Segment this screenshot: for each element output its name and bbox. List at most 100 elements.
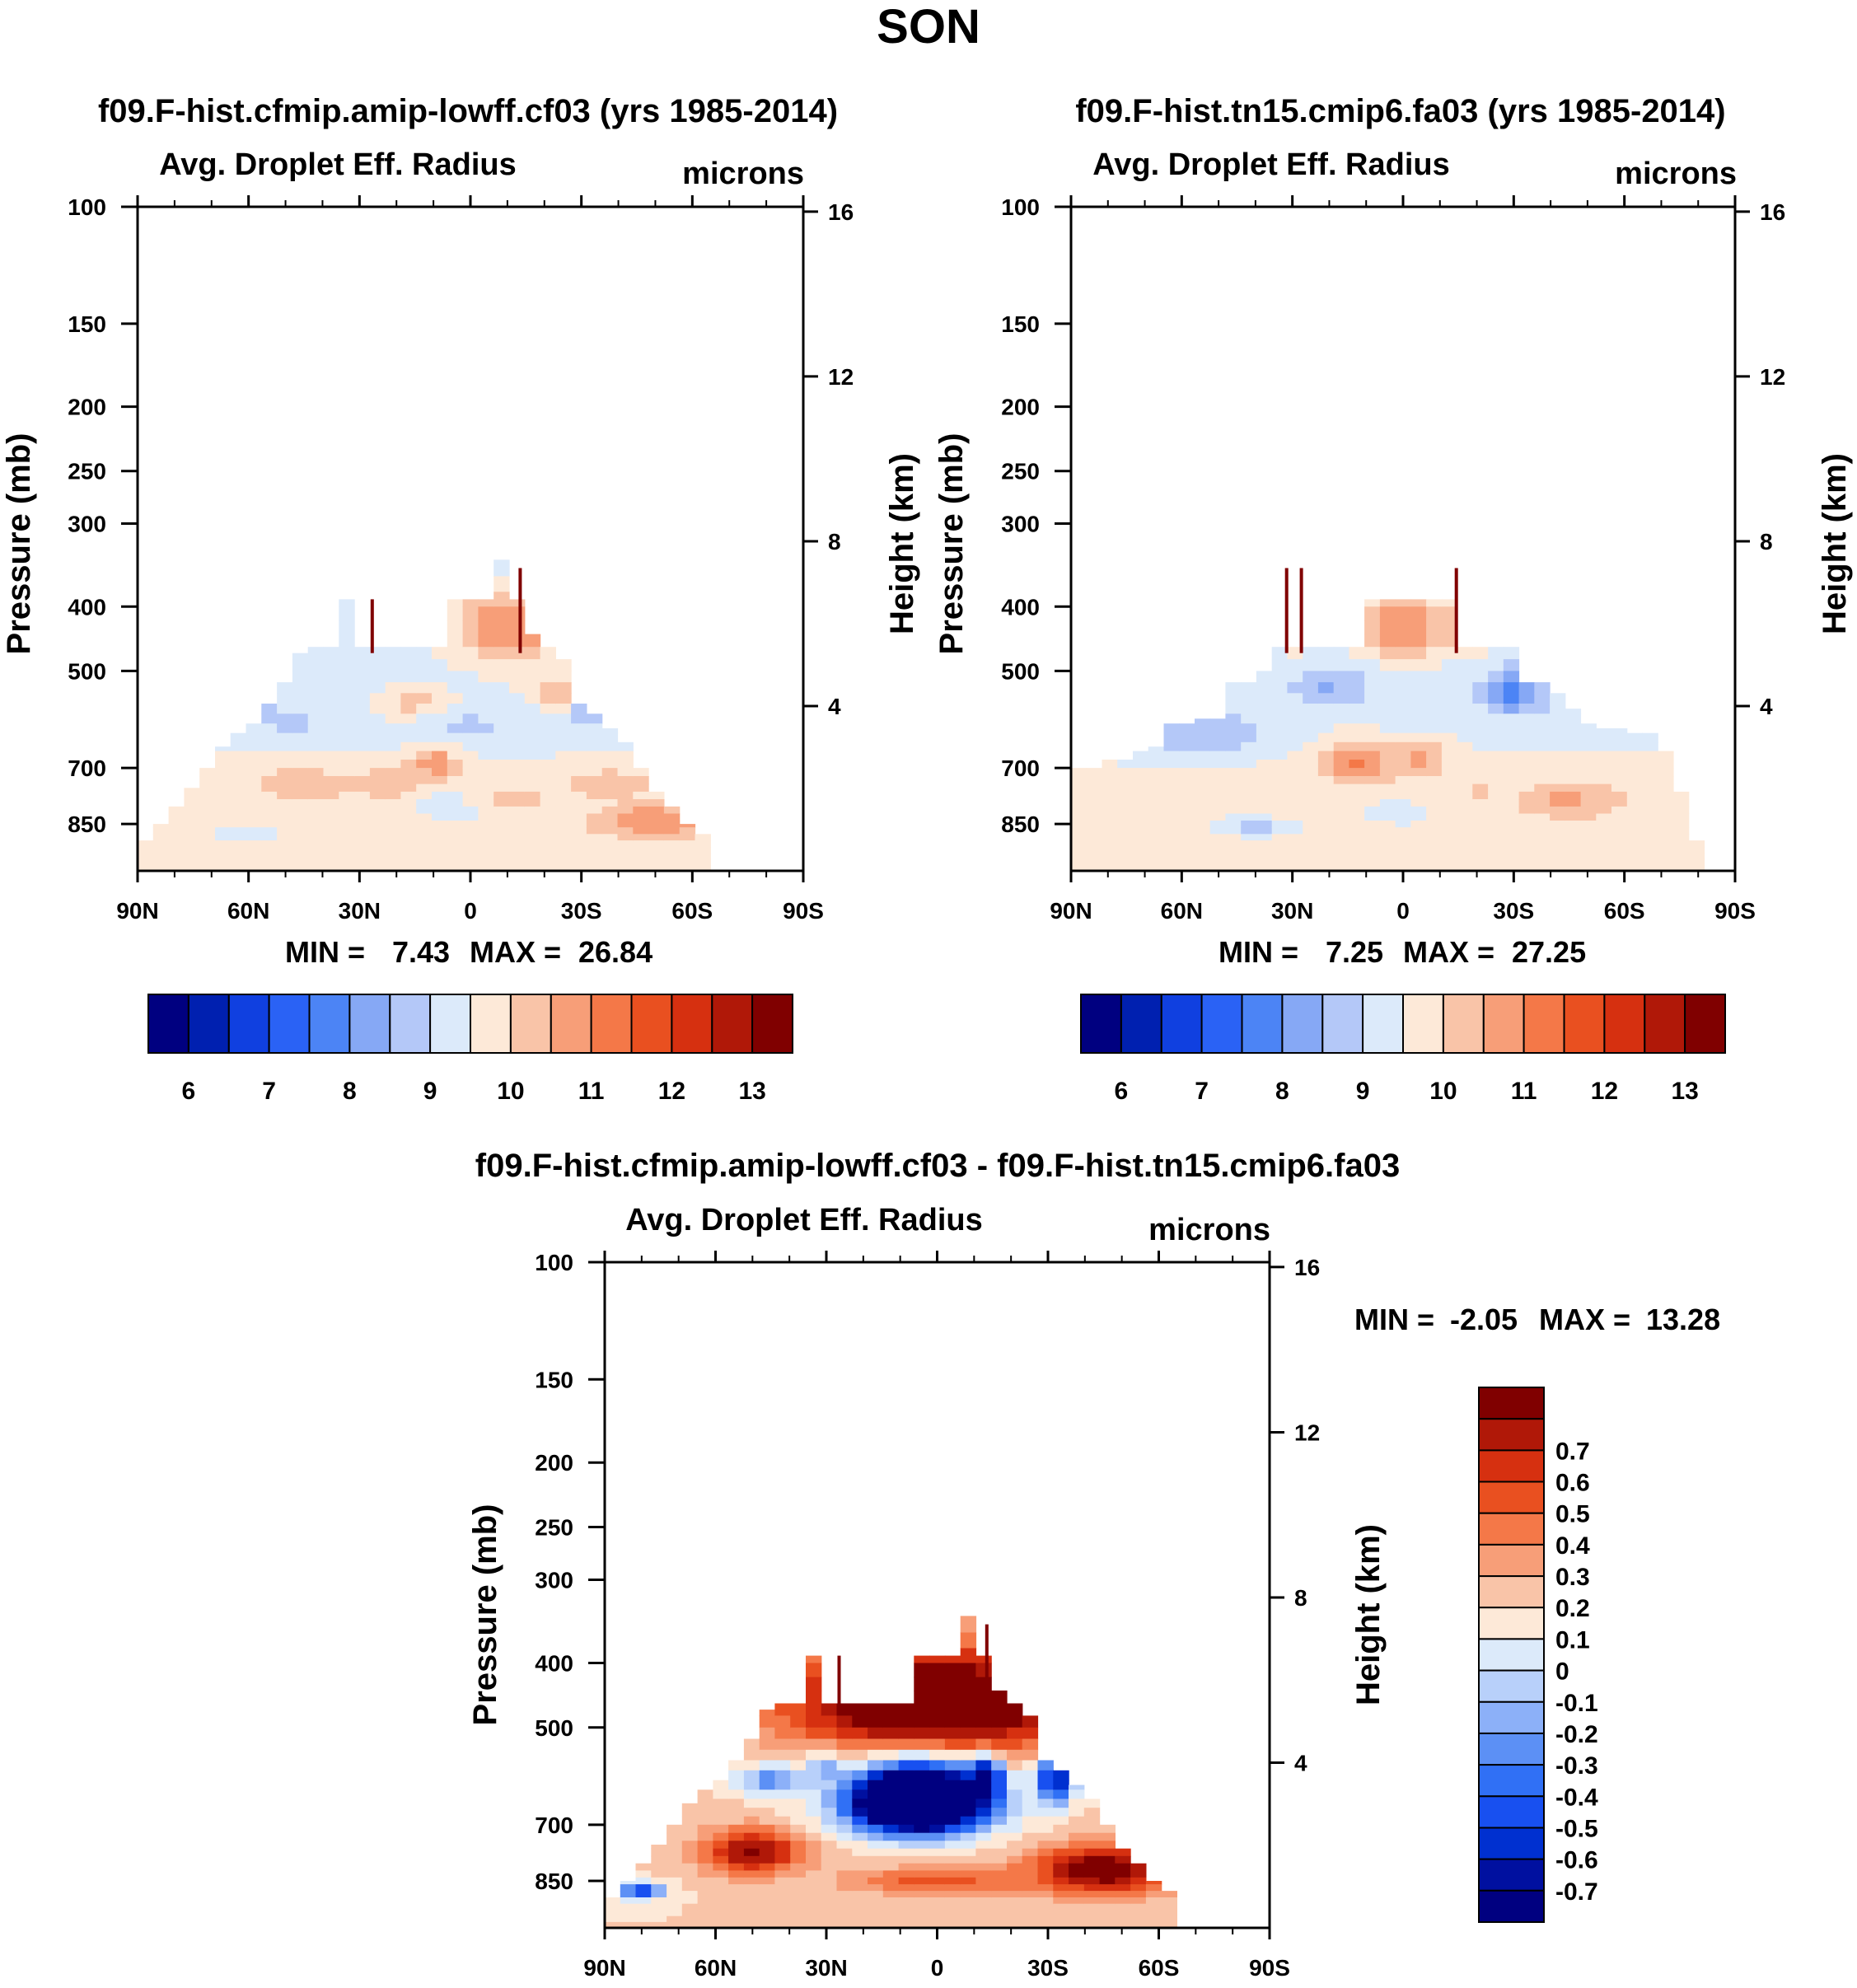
contour-cell: [432, 713, 448, 724]
contour-cell: [416, 693, 433, 704]
contour-cell: [1007, 1808, 1023, 1817]
contour-cell: [462, 741, 479, 752]
contour-cell: [1379, 791, 1396, 800]
contour-cell: [586, 840, 603, 848]
colorbar-label: 0.6: [1555, 1470, 1590, 1497]
contour-cell: [1117, 858, 1134, 866]
contour-cell: [385, 647, 402, 660]
contour-cell: [586, 813, 603, 821]
colorbar-box: [1281, 994, 1324, 1054]
contour-cell: [1379, 620, 1396, 635]
contour-cell: [339, 732, 355, 743]
contour-cell: [960, 1816, 977, 1826]
contour-cell: [509, 606, 526, 621]
contour-cell: [385, 776, 402, 785]
contour-cell: [1225, 704, 1242, 714]
contour-cell: [898, 1824, 914, 1834]
contour-cell: [261, 791, 278, 800]
contour-cell: [1503, 806, 1520, 815]
contour-cell: [1115, 1884, 1131, 1892]
contour-cell: [1241, 751, 1257, 760]
contour-cell: [369, 834, 386, 841]
contour-cell: [697, 1816, 713, 1826]
contour-cell: [1673, 813, 1690, 821]
contour-cell: [1071, 776, 1088, 785]
contour-cell: [447, 799, 464, 807]
contour-cell: [215, 806, 232, 815]
contour-cell: [1130, 1870, 1147, 1878]
contour-cell: [432, 682, 448, 694]
contour-cell: [759, 1710, 776, 1717]
contour-cell: [1658, 751, 1674, 760]
contour-cell: [1518, 846, 1535, 854]
contour-cell: [929, 1780, 946, 1790]
contour-cell: [944, 1703, 961, 1716]
contour-cell: [462, 853, 479, 860]
contour-cell: [1053, 1910, 1069, 1917]
contour-cell: [416, 704, 433, 714]
contour-cell: [1642, 732, 1658, 743]
contour-cell: [774, 1780, 791, 1790]
contour-cell: [944, 1870, 961, 1878]
contour-cell: [960, 1903, 977, 1911]
contour-cell: [1349, 846, 1365, 854]
contour-cell: [1287, 827, 1303, 835]
contour-cell: [478, 659, 494, 671]
contour-cell: [1303, 704, 1319, 714]
contour-cell: [1518, 806, 1535, 815]
contour-cell: [1488, 723, 1504, 734]
contour-cell: [914, 1855, 930, 1864]
contour-cell: [1022, 1870, 1039, 1878]
contour-cell: [1117, 853, 1134, 860]
contour-cell: [369, 693, 386, 704]
contour-cell: [975, 1855, 992, 1864]
contour-cell: [1195, 760, 1211, 769]
contour-cell: [1022, 1915, 1039, 1923]
contour-cell: [944, 1855, 961, 1864]
contour-cell: [1241, 827, 1257, 835]
contour-cell: [215, 776, 232, 785]
colorbar-label: 0.4: [1555, 1532, 1590, 1560]
contour-cell: [1441, 791, 1458, 800]
contour-cell: [199, 834, 216, 841]
y2-tick-label: 16: [828, 199, 854, 225]
contour-cell: [493, 671, 510, 683]
contour-cell: [478, 784, 494, 793]
contour-cell: [323, 813, 339, 821]
contour-cell: [1503, 659, 1520, 671]
contour-cell: [774, 1816, 791, 1826]
contour-cell: [215, 834, 232, 841]
panel-2-min-value: 7.25: [1326, 935, 1383, 969]
contour-cell: [601, 784, 619, 793]
contour-cell: [1395, 784, 1411, 793]
contour-cell: [1287, 741, 1303, 752]
contour-cell: [617, 760, 634, 769]
contour-cell: [1534, 853, 1551, 860]
contour-cell: [199, 821, 216, 828]
contour-cell: [667, 1921, 683, 1929]
contour-cell: [713, 1870, 729, 1878]
contour-cell: [960, 1877, 977, 1885]
contour-cell: [261, 704, 278, 714]
contour-cell: [1488, 821, 1504, 828]
contour-cell: [1580, 784, 1597, 793]
contour-cell: [914, 1903, 930, 1911]
contour-cell: [1642, 864, 1658, 872]
contour-cell: [277, 827, 293, 835]
x-tick-label: 90N: [116, 898, 158, 924]
contour-cell: [1472, 723, 1489, 734]
contour-cell: [323, 751, 339, 760]
contour-cell: [369, 846, 386, 854]
contour-cell: [1364, 840, 1381, 848]
contour-cell: [1379, 732, 1396, 743]
colorbar-label: -0.4: [1555, 1784, 1598, 1811]
contour-cell: [821, 1903, 838, 1911]
contour-cell: [1503, 723, 1520, 734]
contour-cell: [1287, 723, 1303, 734]
contour-cell: [1534, 741, 1551, 752]
contour-cell: [790, 1848, 807, 1857]
contour-cell: [555, 864, 572, 872]
contour-cell: [975, 1760, 992, 1771]
contour-cell: [836, 1749, 853, 1761]
contour-cell: [1069, 1848, 1085, 1857]
